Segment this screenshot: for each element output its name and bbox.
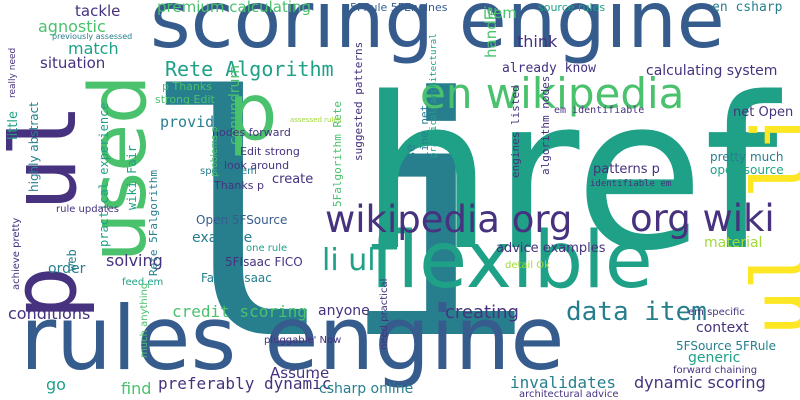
word-data-item: data item [566,299,707,325]
word-nodes-forward: nodes forward [212,127,291,138]
word-little: little [7,111,20,140]
word-highly-abstract: highly abstract [28,102,40,192]
word-specific-em: specific em [200,167,257,177]
word-need-practical: need practical [380,279,390,350]
word-open-5fsource: Open 5FSource [196,214,287,226]
word-practical-experience: practical experience [98,103,110,248]
word-achieve-pretty: achieve pretty [12,218,22,290]
word-example: example [192,231,252,245]
word-much-anything: much anything [140,283,150,358]
word-situation: situation [40,56,105,71]
word-forward-chaining: forward chaining [673,366,757,376]
word-premium-calculating: premium calculating [157,0,311,15]
word-rete-5falgorithm: Rete 5Falgorithm [148,170,159,276]
word-net-open: net Open [733,106,793,119]
word-advice-examples: advice examples [496,242,606,255]
word-context: context [696,321,749,335]
word-anyone: anyone [318,304,370,318]
word-rete-algorithm: Rete Algorithm [165,59,334,79]
word-en-wikipedia: en wikipedia [420,73,684,115]
word-dynamic-scoring: dynamic scoring [634,375,766,391]
word-pretty-much: pretty much [710,151,784,163]
word-handle: handle [484,7,499,58]
word-create: create [272,173,313,186]
word-source-rules: source rules [538,2,605,13]
word-think: think [517,34,557,50]
word-find: find [121,381,151,397]
word-edit-strong: Edit strong [240,146,300,157]
word-rule-updates: rule updates [56,205,119,215]
word-engines-listed: engines listed [510,85,521,178]
word-problems-p: problems p [211,126,220,177]
word-identifiable-em: identifiable em [590,180,671,189]
word-generic: generic [688,351,740,365]
word-strong-edit: strong Edit [155,94,215,105]
word-org-wiki: org wiki [630,200,775,237]
word-creating: creating [445,304,519,322]
word-web: web [66,249,78,271]
word-em-identifiable: em identifiable [554,106,644,116]
word-calculating-system: calculating system [646,64,777,78]
word-wiki-fair: wiki Fair [126,145,138,210]
word-already-know: already know [502,62,596,75]
word-fair-5fisaac: Fair 5FIsaac [201,272,272,284]
word-wikipedia-org: wikipedia org [325,201,572,238]
word-pluggable-now: pluggable' Now [264,336,341,346]
word-really-need: really need [9,48,18,98]
word-credit-scoring: credit scoring [172,304,307,320]
word-csharp-online: csharp online [319,382,413,396]
word-go: go [46,377,66,393]
word-li-ul: li ul [322,246,376,276]
word-em-specific: em specific [688,308,745,318]
word-architectural-advice: architectural advice [519,390,618,400]
word-5fisaac-fico: 5FIsaac FICO [225,256,303,268]
word-use: use [405,144,418,167]
word-practical-architectural: practical architectural [430,33,439,158]
word-en-csharp: en csharp [712,1,782,14]
word-5frule-5fengines: 5FRule 5FEngines [350,2,448,13]
word-one-rule: one rule [246,244,287,254]
word-patterns-p: patterns p [593,163,660,176]
word-previously-assessed: previously assessed [52,33,132,41]
word-p-thanks: p Thanks [162,81,212,92]
word-assessed-rules: assessed rules [290,117,341,124]
word-5fsource-5frule: 5FSource 5FRule [676,340,776,352]
word-detail-ok: detail Ok [505,261,550,271]
word-open-source: open source [710,164,784,176]
word-assume: Assume [270,366,329,381]
word-material: material [704,236,762,250]
word-algorithm-nodes: algorithm nodes [540,76,551,175]
word-conditions: conditions [8,306,90,322]
word-suggested-patterns: suggested patterns [353,42,364,161]
word-thanks-p: Thanks p [214,180,264,191]
